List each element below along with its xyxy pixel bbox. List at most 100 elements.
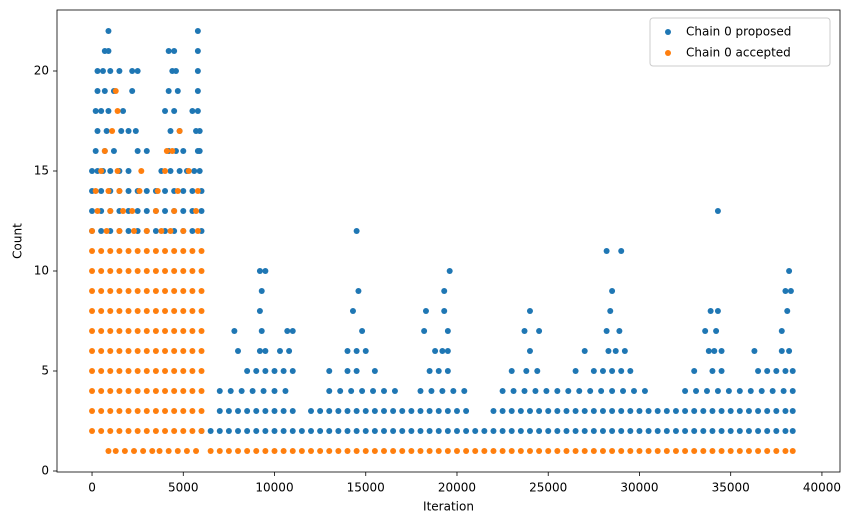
data-point: [773, 448, 780, 454]
data-point: [554, 428, 561, 434]
data-point: [499, 388, 506, 394]
data-point: [271, 408, 278, 414]
data-point: [152, 408, 159, 414]
data-point: [171, 48, 178, 54]
data-point: [152, 288, 159, 294]
data-point: [353, 228, 360, 234]
data-point: [244, 408, 251, 414]
data-point: [143, 388, 150, 394]
data-point: [703, 388, 710, 394]
data-point: [554, 408, 561, 414]
data-point: [751, 348, 758, 354]
data-point: [244, 448, 251, 454]
data-point: [98, 348, 105, 354]
data-point: [289, 328, 296, 334]
data-point: [620, 388, 627, 394]
data-point: [92, 188, 99, 194]
data-point: [280, 448, 287, 454]
data-point: [198, 368, 205, 374]
data-point: [755, 408, 762, 414]
data-point: [207, 428, 214, 434]
data-point: [196, 128, 203, 134]
data-point: [189, 388, 196, 394]
x-tick-label: 25000: [529, 481, 567, 495]
data-point: [463, 448, 470, 454]
data-point: [171, 348, 178, 354]
data-point: [714, 308, 721, 314]
data-point: [545, 448, 552, 454]
data-point: [89, 208, 96, 214]
data-point: [353, 448, 360, 454]
y-tick-label: 10: [34, 264, 49, 278]
data-point: [439, 348, 446, 354]
data-point: [441, 288, 448, 294]
data-point: [125, 328, 132, 334]
data-point: [773, 368, 780, 374]
data-point: [143, 368, 150, 374]
data-point: [705, 348, 712, 354]
data-point: [490, 428, 497, 434]
data-point: [262, 348, 269, 354]
data-point: [189, 368, 196, 374]
data-point: [736, 448, 743, 454]
data-point: [362, 428, 369, 434]
data-point: [599, 408, 606, 414]
data-point: [176, 128, 183, 134]
data-point: [152, 208, 159, 214]
data-point: [165, 448, 172, 454]
data-point: [344, 368, 351, 374]
data-point: [517, 448, 524, 454]
data-point: [353, 368, 360, 374]
data-point: [194, 108, 201, 114]
data-point: [143, 428, 150, 434]
data-point: [103, 128, 110, 134]
data-point: [94, 208, 101, 214]
data-point: [189, 308, 196, 314]
data-point: [152, 228, 159, 234]
data-point: [101, 148, 108, 154]
data-point: [435, 368, 442, 374]
data-point: [326, 448, 333, 454]
data-point: [786, 348, 793, 354]
data-point: [136, 188, 143, 194]
data-point: [171, 308, 178, 314]
data-point: [782, 428, 789, 434]
data-point: [565, 388, 572, 394]
data-point: [609, 428, 616, 434]
data-point: [599, 368, 606, 374]
data-point: [276, 348, 283, 354]
data-point: [216, 428, 223, 434]
data-point: [627, 408, 634, 414]
data-point: [107, 328, 114, 334]
data-point: [709, 408, 716, 414]
x-tick-label: 5000: [168, 481, 199, 495]
data-point: [180, 288, 187, 294]
data-point: [125, 368, 132, 374]
data-point: [371, 408, 378, 414]
data-point: [125, 168, 132, 174]
y-tick-label: 0: [41, 464, 49, 478]
data-point: [371, 448, 378, 454]
data-point: [453, 428, 460, 434]
data-point: [778, 328, 785, 334]
data-point: [253, 408, 260, 414]
data-point: [227, 388, 234, 394]
data-point: [125, 308, 132, 314]
x-tick-label: 40000: [803, 481, 841, 495]
x-axis-label: Iteration: [423, 500, 474, 514]
data-point: [718, 348, 725, 354]
data-point: [581, 408, 588, 414]
data-point: [590, 448, 597, 454]
data-point: [132, 128, 139, 134]
data-point: [472, 428, 479, 434]
data-point: [171, 408, 178, 414]
data-point: [271, 388, 278, 394]
data-point: [526, 408, 533, 414]
data-point: [216, 388, 223, 394]
data-point: [289, 408, 296, 414]
data-point: [98, 328, 105, 334]
data-point: [180, 308, 187, 314]
data-point: [162, 188, 169, 194]
data-point: [380, 448, 387, 454]
data-point: [709, 368, 716, 374]
